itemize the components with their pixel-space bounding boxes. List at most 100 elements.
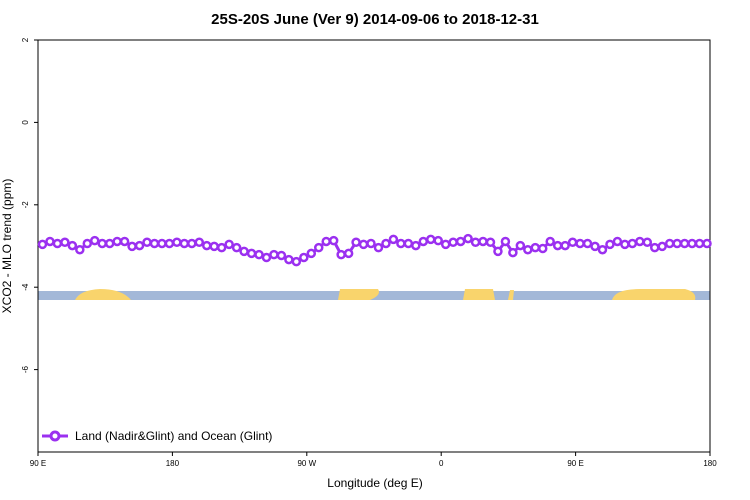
data-point: [239, 246, 249, 257]
data-point: [485, 237, 496, 248]
data-point: [664, 238, 675, 249]
data-point: [373, 242, 384, 253]
data-point: [493, 246, 503, 257]
data-point: [403, 238, 414, 249]
data-point: [157, 238, 167, 249]
data-point: [649, 242, 660, 253]
data-point: [269, 249, 279, 260]
x-tick-label: 0: [439, 459, 444, 468]
data-point: [351, 237, 361, 248]
data-point: [209, 241, 219, 252]
data-point: [627, 238, 638, 249]
data-point: [172, 237, 182, 248]
x-tick-label: 180: [703, 459, 717, 468]
x-tick-label: 90 E: [567, 459, 583, 468]
data-point: [67, 240, 78, 251]
x-tick-label: 180: [166, 459, 180, 468]
data-point: [545, 236, 555, 247]
data-point: [635, 236, 645, 247]
data-point: [530, 242, 541, 253]
data-point: [179, 238, 190, 249]
data-point: [254, 249, 264, 260]
data-point: [306, 248, 317, 259]
legend-marker: [49, 430, 61, 442]
x-axis-label: Longitude (deg E): [327, 476, 422, 490]
data-point: [500, 236, 511, 247]
data-point: [231, 242, 242, 253]
data-point: [657, 241, 667, 252]
data-point: [187, 238, 197, 249]
data-point: [523, 244, 533, 255]
data-point: [605, 239, 615, 250]
data-point: [112, 236, 122, 247]
data-point: [582, 238, 593, 249]
data-point: [455, 236, 466, 247]
data-point: [164, 238, 175, 249]
data-point: [134, 240, 145, 251]
data-point: [97, 238, 107, 249]
y-tick-label: 2: [21, 37, 30, 42]
data-point: [328, 235, 339, 246]
data-point: [448, 237, 458, 248]
data-point: [425, 234, 436, 245]
data-point: [381, 238, 391, 249]
data-point: [672, 238, 682, 249]
data-point: [560, 240, 570, 251]
data-point: [388, 234, 399, 245]
data-point: [694, 238, 705, 249]
data-point: [679, 238, 690, 249]
data-point: [440, 239, 451, 250]
data-point: [149, 238, 160, 249]
data-point: [216, 242, 227, 253]
data-point: [343, 248, 354, 259]
data-point: [478, 236, 488, 247]
data-point: [142, 237, 152, 248]
x-tick-label: 90 E: [30, 459, 46, 468]
data-point: [119, 236, 130, 247]
y-tick-label: 0: [21, 120, 30, 125]
data-point: [515, 240, 526, 251]
data-point: [127, 241, 137, 252]
chart-title: 25S-20S June (Ver 9) 2014-09-06 to 2018-…: [211, 11, 539, 28]
data-point: [60, 237, 70, 248]
data-point: [45, 236, 55, 247]
data-point: [358, 239, 369, 250]
data-point: [201, 240, 212, 251]
legend: Land (Nadir&Glint) and Ocean (Glint): [42, 429, 272, 443]
y-axis-label: XCO2 - MLO trend (ppm): [0, 179, 14, 314]
data-point: [284, 254, 294, 265]
data-point: [418, 236, 429, 247]
data-point: [194, 237, 205, 248]
data-point: [642, 237, 653, 248]
data-point: [37, 239, 48, 250]
data-point: [89, 235, 100, 246]
data-point: [366, 238, 376, 249]
data-point: [52, 238, 63, 249]
data-point: [537, 243, 548, 254]
data-point: [567, 237, 578, 248]
data-point: [508, 247, 518, 258]
data-point: [246, 248, 257, 259]
data-point: [552, 240, 563, 251]
data-point: [396, 238, 406, 249]
data-point: [313, 242, 324, 253]
y-tick-label: -6: [21, 365, 30, 373]
data-point: [224, 239, 234, 250]
data-point: [291, 256, 302, 267]
data-point: [75, 244, 85, 255]
data-point: [687, 238, 697, 249]
data-point: [433, 235, 443, 246]
data-point: [261, 252, 272, 263]
y-tick-label: -2: [21, 201, 30, 209]
data-point: [575, 238, 585, 249]
legend-label: Land (Nadir&Glint) and Ocean (Glint): [75, 429, 272, 443]
land-ocean-strip: [38, 289, 710, 300]
data-point: [620, 239, 630, 250]
data-point: [82, 238, 93, 249]
x-tick-label: 90 W: [297, 459, 316, 468]
data-point: [597, 244, 608, 255]
data-point: [702, 238, 712, 249]
y-tick-label: -4: [21, 283, 30, 291]
data-point: [321, 236, 331, 247]
